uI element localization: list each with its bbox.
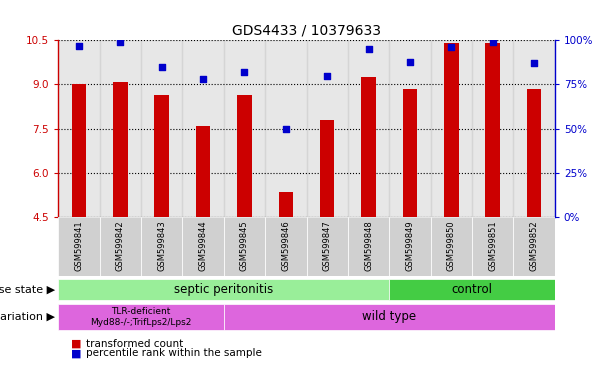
Text: GSM599849: GSM599849 [405,220,414,271]
FancyBboxPatch shape [58,279,389,300]
Bar [278,192,293,217]
FancyBboxPatch shape [99,217,141,276]
Bar [472,40,513,217]
Text: GSM599844: GSM599844 [199,220,208,271]
Text: disease state ▶: disease state ▶ [0,285,55,295]
Text: GSM599852: GSM599852 [530,220,539,271]
Text: GSM599847: GSM599847 [322,220,332,271]
Text: GSM599848: GSM599848 [364,220,373,271]
Text: GSM599841: GSM599841 [74,220,83,271]
FancyBboxPatch shape [472,217,514,276]
FancyBboxPatch shape [224,304,555,330]
Bar [99,40,141,217]
Bar [444,43,459,217]
FancyBboxPatch shape [306,217,348,276]
FancyBboxPatch shape [183,217,224,276]
Bar [485,43,500,217]
Bar [237,95,252,217]
FancyBboxPatch shape [389,217,430,276]
Bar [224,40,265,217]
Text: GSM599845: GSM599845 [240,220,249,271]
Text: ■: ■ [70,348,81,358]
Bar [514,40,555,217]
FancyBboxPatch shape [265,217,306,276]
Point [281,126,291,132]
Bar [72,84,86,217]
Text: GSM599842: GSM599842 [116,220,125,271]
Bar [154,95,169,217]
Text: genotype/variation ▶: genotype/variation ▶ [0,312,55,322]
Bar [141,40,183,217]
Bar [265,40,306,217]
Point [157,64,167,70]
Text: percentile rank within the sample: percentile rank within the sample [86,348,262,358]
FancyBboxPatch shape [514,217,555,276]
Bar [430,40,472,217]
Bar [113,81,128,217]
Text: septic peritonitis: septic peritonitis [174,283,273,296]
Bar [527,89,541,217]
FancyBboxPatch shape [389,279,555,300]
Bar [361,77,376,217]
FancyBboxPatch shape [141,217,183,276]
Point [240,69,249,75]
Point [446,44,456,50]
Text: control: control [452,283,492,296]
Bar [403,89,417,217]
Bar [348,40,389,217]
Title: GDS4433 / 10379633: GDS4433 / 10379633 [232,24,381,38]
Point [405,58,415,65]
FancyBboxPatch shape [58,217,99,276]
Text: TLR-deficient
Myd88-/-;TrifLps2/Lps2: TLR-deficient Myd88-/-;TrifLps2/Lps2 [90,307,192,327]
Point [529,60,539,66]
Bar [389,40,430,217]
Bar [196,126,210,217]
FancyBboxPatch shape [58,304,224,330]
Bar [320,120,335,217]
Text: GSM599846: GSM599846 [281,220,291,271]
FancyBboxPatch shape [224,217,265,276]
Text: GSM599843: GSM599843 [157,220,166,271]
Point [115,39,125,45]
Text: ■: ■ [70,339,81,349]
Text: GSM599851: GSM599851 [488,220,497,271]
Point [488,39,498,45]
FancyBboxPatch shape [348,217,389,276]
Point [364,46,373,52]
Bar [306,40,348,217]
Text: transformed count: transformed count [86,339,183,349]
Bar [58,40,99,217]
Text: GSM599850: GSM599850 [447,220,456,271]
Bar [183,40,224,217]
Point [322,73,332,79]
Text: wild type: wild type [362,311,416,323]
Point [198,76,208,82]
FancyBboxPatch shape [430,217,472,276]
Point [74,43,84,49]
